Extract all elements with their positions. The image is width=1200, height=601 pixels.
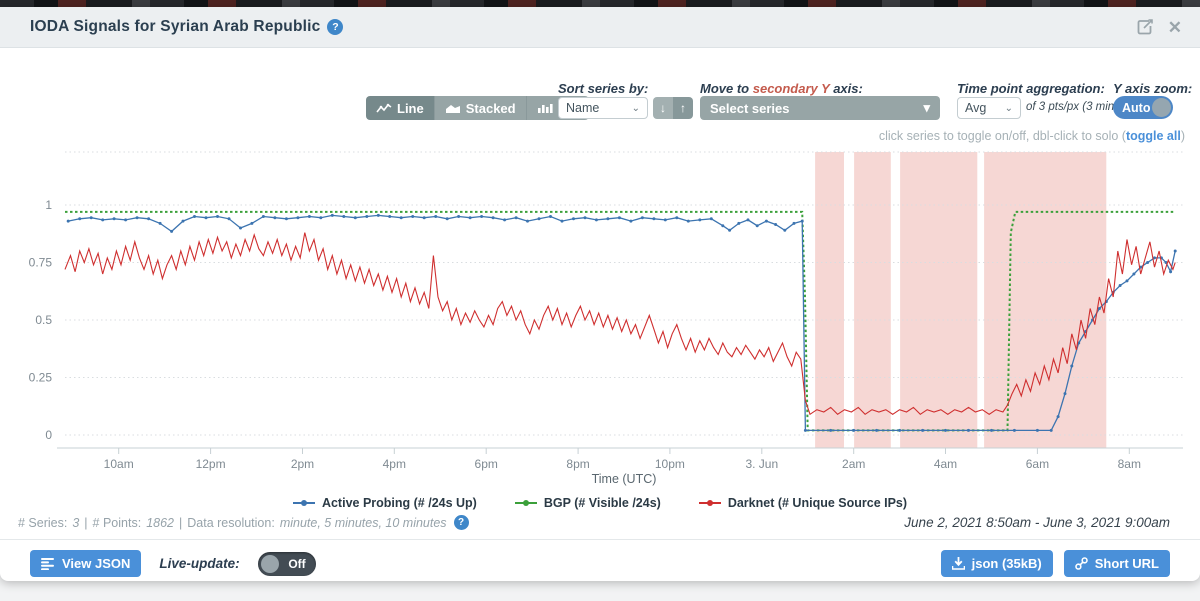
download-json-button[interactable]: json (35kB) — [940, 550, 1053, 577]
aggregation-label: Time point aggregation: — [957, 81, 1105, 96]
toggle-all-link[interactable]: toggle all — [1125, 129, 1181, 143]
select-series-dropdown[interactable]: Select series ▾ — [700, 96, 940, 120]
points-count-label: # Points: — [92, 515, 142, 530]
stacked-chart-icon — [445, 104, 460, 113]
aggregation-value: Avg — [965, 101, 987, 115]
hint-suffix: ) — [1180, 129, 1185, 143]
chart-type-button-group: Line Stacked Bar — [366, 96, 590, 120]
short-url-label: Short URL — [1094, 556, 1159, 571]
short-url-button[interactable]: Short URL — [1063, 550, 1170, 577]
view-json-button[interactable]: View JSON — [30, 550, 142, 577]
list-lines-icon — [41, 557, 54, 570]
sort-series-value: Name — [566, 101, 600, 115]
svg-text:8am: 8am — [1118, 457, 1141, 471]
svg-text:4pm: 4pm — [383, 457, 406, 471]
secondary-axis-label: Move to secondary Y axis: — [700, 81, 863, 96]
footer-divider — [0, 539, 1200, 540]
legend-item-darknet[interactable]: Darknet (# Unique Source IPs) — [698, 496, 908, 510]
download-icon — [951, 557, 965, 570]
date-range: June 2, 2021 8:50am - June 3, 2021 9:00a… — [904, 515, 1170, 530]
background-page-strip — [0, 0, 1200, 7]
close-icon[interactable]: ✕ — [1167, 17, 1182, 37]
svg-text:Time (UTC): Time (UTC) — [592, 472, 657, 486]
line-chart-icon — [376, 103, 392, 112]
modal-header: IODA Signals for Syrian Arab Republic ? … — [0, 7, 1200, 48]
title-help-icon[interactable]: ? — [327, 19, 344, 35]
toggle-knob — [1152, 98, 1171, 117]
live-update-toggle[interactable]: Off — [257, 551, 316, 576]
svg-text:0.75: 0.75 — [29, 256, 53, 270]
svg-text:2pm: 2pm — [291, 457, 314, 471]
points-count-value: 1862 — [146, 515, 174, 530]
legend-label: BGP (# Visible /24s) — [543, 496, 661, 510]
svg-text:1: 1 — [45, 198, 52, 212]
live-update-label: Live-update: — [159, 556, 240, 571]
separator: | — [84, 515, 88, 530]
chevron-down-icon: ⌄ — [631, 102, 640, 114]
y-zoom-auto-toggle[interactable]: Auto — [1113, 96, 1173, 119]
series-count-label: # Series: — [18, 515, 68, 530]
sort-descending-button[interactable]: ↓ — [653, 97, 673, 119]
secondary-axis-label-highlight: secondary Y — [752, 81, 830, 96]
svg-text:6am: 6am — [1026, 457, 1049, 471]
resolution-help-icon[interactable]: ? — [453, 515, 469, 530]
toggle-knob — [260, 554, 279, 573]
legend-label: Active Probing (# /24s Up) — [321, 496, 477, 510]
line-chart-button[interactable]: Line — [366, 96, 435, 120]
link-icon — [1074, 557, 1088, 570]
line-button-label: Line — [397, 100, 424, 116]
chart-legend: Active Probing (# /24s Up) BGP (# Visibl… — [0, 496, 1200, 510]
separator: | — [179, 515, 183, 530]
svg-text:3. Jun: 3. Jun — [745, 457, 778, 471]
stacked-button-label: Stacked — [465, 100, 516, 116]
y-zoom-label: Y axis zoom: — [1113, 81, 1193, 96]
legend-label: Darknet (# Unique Source IPs) — [727, 496, 908, 510]
chevron-down-icon: ⌄ — [1004, 102, 1013, 114]
legend-marker-darknet — [698, 499, 721, 507]
svg-text:10pm: 10pm — [655, 457, 685, 471]
sort-ascending-button[interactable]: ↑ — [673, 97, 693, 119]
select-series-placeholder: Select series — [710, 100, 790, 116]
chart-stats: # Series: 3 | # Points: 1862 | Data reso… — [18, 515, 469, 530]
svg-text:4am: 4am — [934, 457, 957, 471]
svg-text:2am: 2am — [842, 457, 865, 471]
ioda-signals-modal: IODA Signals for Syrian Arab Republic ? … — [0, 7, 1200, 581]
view-json-label: View JSON — [62, 556, 131, 571]
svg-text:0: 0 — [45, 428, 52, 442]
signals-chart[interactable]: 0 0.25 0.5 0.75 1 10am 12pm 2pm 4pm 6pm 8pm 10pm 3. … — [0, 140, 1200, 490]
sort-direction-group: ↓ ↑ — [653, 97, 693, 119]
hint-prefix: click series to toggle on/off, dbl-click… — [878, 129, 1126, 143]
legend-item-bgp[interactable]: BGP (# Visible /24s) — [514, 496, 661, 510]
svg-text:6pm: 6pm — [475, 457, 498, 471]
live-update-state: Off — [288, 556, 306, 571]
legend-item-active-probing[interactable]: Active Probing (# /24s Up) — [292, 496, 477, 510]
bar-chart-icon — [537, 103, 553, 113]
resolution-value: minute, 5 minutes, 10 minutes — [279, 515, 447, 530]
stacked-chart-button[interactable]: Stacked — [434, 96, 527, 120]
secondary-axis-label-prefix: Move to — [700, 81, 753, 96]
svg-text:12pm: 12pm — [196, 457, 226, 471]
svg-text:10am: 10am — [104, 457, 134, 471]
secondary-axis-label-suffix: axis: — [829, 81, 863, 96]
sort-series-label: Sort series by: — [558, 81, 649, 96]
y-zoom-toggle-label: Auto — [1122, 100, 1151, 115]
series-toggle-hint: click series to toggle on/off, dbl-click… — [879, 129, 1185, 143]
aggregation-select[interactable]: Avg ⌄ — [957, 97, 1021, 119]
legend-marker-bgp — [514, 499, 537, 507]
svg-text:0.5: 0.5 — [35, 313, 52, 327]
edit-icon[interactable] — [1136, 18, 1154, 36]
download-json-label: json (35kB) — [971, 556, 1042, 571]
svg-text:0.25: 0.25 — [29, 371, 53, 385]
resolution-label: Data resolution: — [187, 515, 275, 530]
caret-down-icon: ▾ — [923, 100, 930, 115]
svg-text:8pm: 8pm — [566, 457, 589, 471]
series-count-value: 3 — [72, 515, 80, 530]
page-title: IODA Signals for Syrian Arab Republic — [30, 18, 321, 35]
sort-series-select[interactable]: Name ⌄ — [558, 97, 648, 119]
legend-marker-active-probing — [292, 499, 315, 507]
aggregation-suffix: of 3 pts/px (3 minutes) — [1026, 101, 1140, 113]
